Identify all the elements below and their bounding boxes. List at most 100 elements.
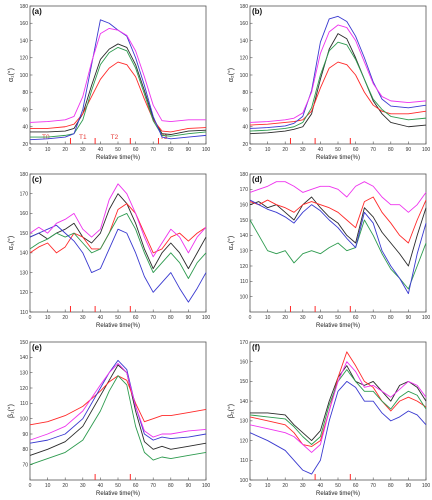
series-line [249,15,427,129]
x-tick-label: 70 [370,147,376,153]
series-line [29,359,207,444]
x-tick-label: 10 [45,483,51,489]
x-tick-label: 80 [168,315,174,321]
x-axis-label: Relative time(%) [96,491,140,497]
y-tick-label: 120 [240,438,249,444]
y-tick-label: 110 [240,458,248,464]
x-tick-label: 100 [422,147,431,153]
y-tick-label: 160 [240,202,249,208]
x-tick-label: 60 [353,483,359,489]
x-tick-label: 100 [202,315,211,321]
y-tick-label: 140 [240,233,249,239]
panel-label: (a) [32,7,42,16]
y-axis-label: α₂(°) [227,68,235,82]
x-tick-label: 90 [186,483,192,489]
y-tick-label: 60 [242,107,248,113]
chart-panel: (c) 0 10 20 30 40 50 60 70 80 90 100 110 120 130 140 150… [7,172,210,329]
y-tick-label: 80 [22,447,28,453]
chart-panel: (f) 0 10 20 30 40 50 60 70 80 90 100 100 110 120 130 140… [227,340,430,497]
chart-panel: (e) 0 10 20 30 40 50 60 70 80 90 100 70 80 90 100 110 120… [7,340,210,497]
y-tick-label: 140 [20,38,29,44]
x-tick-label: 80 [388,315,394,321]
y-tick-label: 170 [240,340,249,346]
series-line [29,193,207,270]
series-line [30,43,207,135]
y-tick-label: 130 [240,419,249,425]
x-tick-label: 40 [318,315,324,321]
y-tick-label: 100 [20,73,29,79]
y-tick-label: 20 [242,142,248,148]
x-tick-label: 40 [98,315,104,321]
panel-label: (f) [252,343,260,352]
x-tick-label: 100 [422,315,431,321]
x-tick-label: 30 [80,483,86,489]
series-line [30,61,207,133]
panel-label: (d) [252,175,263,184]
series-line [29,364,207,456]
series-line [250,365,427,442]
x-tick-label: 60 [353,147,359,153]
x-tick-label: 20 [62,315,68,321]
x-tick-label: 50 [335,483,341,489]
y-tick-label: 150 [20,340,29,346]
x-axis-label: Relative time(%) [316,323,360,329]
x-tick-label: 90 [406,147,412,153]
plot-frame [29,173,207,313]
y-tick-label: 120 [20,386,29,392]
x-tick-label: 50 [115,483,121,489]
series-line [249,199,427,295]
y-tick-label: 130 [20,370,29,376]
x-tick-label: 50 [115,147,121,153]
panel-label: (b) [252,7,263,16]
series-line [249,181,427,213]
x-tick-label: 0 [249,483,252,489]
series-line [30,46,207,138]
series-line [29,212,207,279]
y-tick-label: 120 [240,264,249,270]
y-tick-label: 170 [20,192,29,198]
y-tick-label: 150 [240,218,249,224]
panel-label: (e) [32,343,42,352]
y-tick-label: 160 [240,21,249,27]
x-tick-label: 60 [133,147,139,153]
y-axis-label: α₄(°) [227,236,235,250]
y-axis-label: β₁(°) [7,404,15,418]
y-tick-label: 40 [22,125,28,131]
x-tick-label: 40 [318,483,324,489]
plot-frame [249,341,427,481]
x-tick-label: 10 [45,147,51,153]
x-tick-label: 40 [318,147,324,153]
x-tick-label: 0 [29,315,32,321]
y-axis-label: α₃(°) [7,236,15,250]
y-tick-label: 120 [240,56,249,62]
y-tick-label: 100 [240,294,249,300]
x-tick-label: 100 [422,483,431,489]
x-tick-label: 20 [62,147,68,153]
y-tick-label: 20 [22,142,28,148]
x-tick-label: 0 [249,315,252,321]
x-tick-label: 70 [150,483,156,489]
x-tick-label: 0 [29,147,32,153]
x-axis-label: Relative time(%) [96,323,140,329]
x-tick-label: 20 [282,147,288,153]
x-tick-label: 40 [98,483,104,489]
x-tick-label: 70 [370,315,376,321]
x-tick-label: 50 [115,315,121,321]
x-tick-label: 50 [335,147,341,153]
x-tick-label: 30 [80,147,86,153]
chart-panel: (a) 0 10 20 30 40 50 60 70 80 90 100 20 40 60 80 100 120 1… [7,4,210,161]
y-tick-label: 160 [20,211,29,217]
series-line [249,369,427,445]
y-tick-label: 160 [20,21,29,27]
x-tick-label: 70 [150,147,156,153]
x-tick-label: 70 [150,315,156,321]
y-tick-label: 160 [240,360,249,366]
x-tick-label: 30 [300,147,306,153]
series-line [29,27,206,123]
x-axis-label: Relative time(%) [96,155,140,161]
series-line [29,375,207,466]
x-tick-label: 10 [265,147,271,153]
y-tick-label: 150 [240,379,249,385]
y-tick-label: 90 [22,432,28,438]
